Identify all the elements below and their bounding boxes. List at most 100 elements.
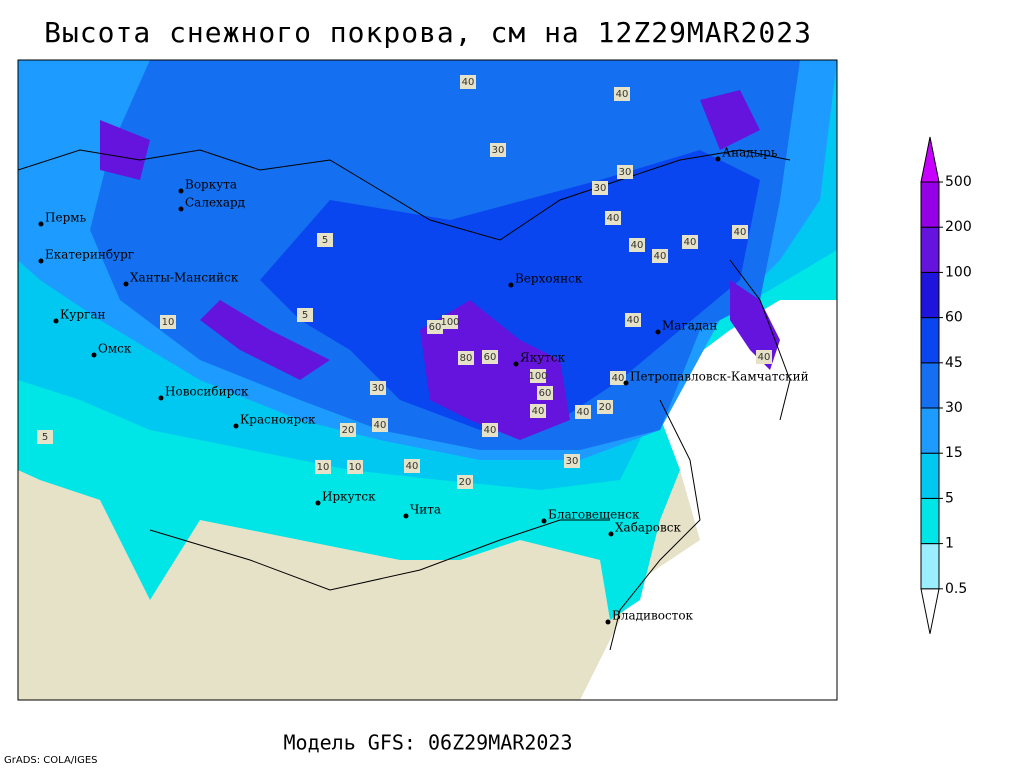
city-dot bbox=[623, 380, 629, 386]
contour-label: 100 bbox=[440, 317, 459, 328]
contour-label: 40 bbox=[616, 89, 629, 100]
contour-label-bg bbox=[370, 381, 386, 395]
city-dot bbox=[158, 395, 164, 401]
contour-label-bg bbox=[610, 371, 626, 385]
contour-label-bg bbox=[317, 233, 333, 247]
city-label: Салехард bbox=[185, 196, 245, 210]
contour-label-bg bbox=[625, 313, 641, 327]
city-label: Курган bbox=[60, 308, 105, 322]
sea bbox=[580, 300, 837, 700]
border bbox=[149, 519, 610, 591]
contour-label: 100 bbox=[528, 371, 547, 382]
snow-deep bbox=[200, 300, 330, 380]
colorbar-under bbox=[920, 588, 940, 634]
contour-label: 20 bbox=[459, 477, 472, 488]
colorbar-label: 1 bbox=[945, 536, 954, 552]
contour-label-bg bbox=[605, 211, 621, 225]
contour-label: 60 bbox=[484, 352, 497, 363]
contour-label: 40 bbox=[758, 352, 771, 363]
contour-label: 5 bbox=[302, 310, 308, 321]
contour-label: 5 bbox=[42, 432, 48, 443]
contour-label-bg bbox=[315, 460, 331, 474]
city-dot bbox=[178, 206, 184, 212]
colorbar-label: 15 bbox=[945, 445, 963, 461]
map bbox=[18, 60, 837, 700]
colorbar-bin bbox=[920, 452, 940, 499]
city-label: Екатеринбург bbox=[45, 248, 134, 262]
city-dot bbox=[513, 361, 519, 367]
contour-label: 40 bbox=[577, 407, 590, 418]
snow-45-60 bbox=[260, 150, 760, 430]
model-label: Модель GFS: 06Z29MAR2023 bbox=[284, 731, 573, 755]
contour-label-bg bbox=[530, 404, 546, 418]
contour-label: 10 bbox=[162, 317, 175, 328]
title: Высота снежного покрова, см на 12Z29MAR2… bbox=[44, 16, 812, 49]
contour-label: 20 bbox=[342, 425, 355, 436]
city-label: Владивосток bbox=[612, 609, 694, 623]
colorbar-label: 5 bbox=[945, 490, 954, 506]
contour-label: 40 bbox=[684, 237, 697, 248]
cities: Воркута Салехард Пермь Екатеринбург Ханты-Ма… bbox=[38, 146, 809, 625]
contour-label-bg bbox=[442, 315, 458, 329]
contour-label-bg bbox=[537, 386, 553, 400]
contour-label: 40 bbox=[374, 420, 387, 431]
contour-label: 30 bbox=[372, 383, 385, 394]
contour-label-bg bbox=[427, 320, 443, 334]
colorbar-bin bbox=[920, 362, 940, 409]
city-dot bbox=[508, 282, 514, 288]
contour-label-bg bbox=[732, 225, 748, 239]
coastline bbox=[729, 259, 791, 421]
city-dot bbox=[655, 329, 661, 335]
colorbar-bin bbox=[920, 226, 940, 273]
city-label: Петропавловск-Камчатский bbox=[630, 370, 809, 384]
contour-label: 60 bbox=[539, 388, 552, 399]
city-dot bbox=[38, 258, 44, 264]
contour-label: 40 bbox=[406, 461, 419, 472]
contour-label-bg bbox=[458, 351, 474, 365]
city-dot bbox=[178, 188, 184, 194]
contour-labels: 4030403030404040404040406060801001006040… bbox=[37, 75, 772, 489]
contour-label-bg bbox=[404, 459, 420, 473]
coastline bbox=[18, 149, 791, 241]
contour-label-bg bbox=[597, 400, 613, 414]
city-dot bbox=[403, 513, 409, 519]
contour-label-bg bbox=[592, 181, 608, 195]
city-dot bbox=[541, 518, 547, 524]
contour-label: 40 bbox=[631, 240, 644, 251]
contour-label-bg bbox=[490, 143, 506, 157]
contour-label: 30 bbox=[566, 456, 579, 467]
city-dot bbox=[38, 221, 44, 227]
contour-label-bg bbox=[372, 418, 388, 432]
city-dot bbox=[53, 318, 59, 324]
city-label: Воркута bbox=[185, 178, 237, 192]
colorbar-bin bbox=[920, 543, 940, 590]
contour-label-bg bbox=[347, 460, 363, 474]
contour-label-bg bbox=[629, 238, 645, 252]
colorbar-bin bbox=[920, 181, 940, 228]
snow-deep bbox=[100, 120, 150, 180]
city-dot bbox=[715, 156, 721, 162]
city-dot bbox=[608, 531, 614, 537]
credit: GrADS: COLA/IGES bbox=[4, 755, 98, 766]
contour-label: 10 bbox=[317, 462, 330, 473]
contour-label: 40 bbox=[607, 213, 620, 224]
contour-label-bg bbox=[617, 165, 633, 179]
city-label: Иркутск bbox=[322, 490, 376, 504]
contour-label-bg bbox=[682, 235, 698, 249]
contour-label: 40 bbox=[484, 425, 497, 436]
colorbar-over bbox=[920, 136, 940, 183]
colorbar-bin bbox=[920, 407, 940, 454]
contour-label: 20 bbox=[599, 402, 612, 413]
colorbar-label: 45 bbox=[945, 355, 963, 371]
colorbar-label: 30 bbox=[945, 400, 963, 416]
contour-label-bg bbox=[575, 405, 591, 419]
contour-label-bg bbox=[530, 369, 546, 383]
city-label: Благовещенск bbox=[548, 508, 640, 522]
contour-label: 5 bbox=[322, 235, 328, 246]
contour-label-bg bbox=[457, 475, 473, 489]
city-label: Омск bbox=[98, 342, 132, 356]
colorbar-label: 60 bbox=[945, 310, 963, 326]
contour-label-bg bbox=[482, 423, 498, 437]
contour-label: 40 bbox=[627, 315, 640, 326]
